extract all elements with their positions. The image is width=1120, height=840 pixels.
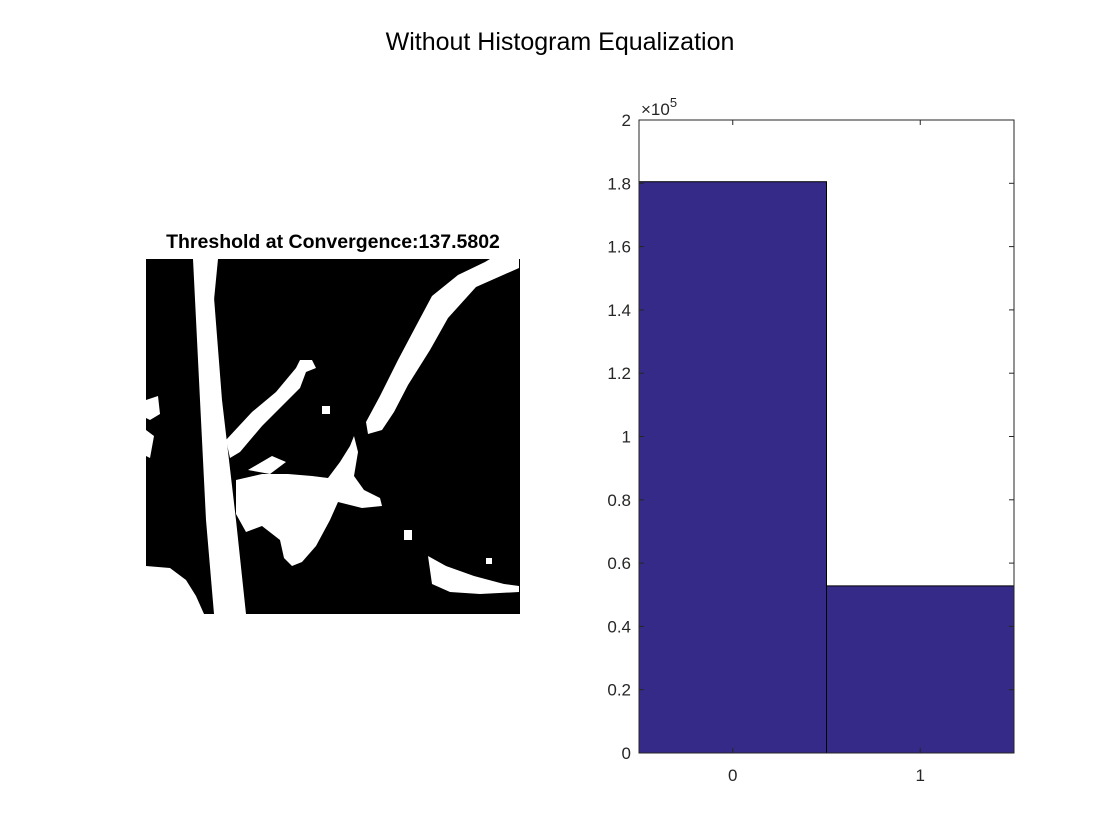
y-tick-label: 0.4 [607, 617, 631, 636]
y-tick-label: 1.6 [607, 238, 631, 257]
y-tick-label: 1.2 [607, 364, 631, 383]
y-tick-label: 1 [622, 428, 631, 447]
y-exponent-label: ×105 [641, 95, 677, 119]
image-title: Threshold at Convergence:137.5802 [166, 231, 500, 253]
white-regions [146, 259, 519, 614]
y-tick-label: 0.6 [607, 554, 631, 573]
y-tick-label: 1.4 [607, 301, 631, 320]
threshold-image [146, 259, 520, 614]
histogram-axes: 0 0.2 0.4 0.6 0.8 1 1.2 1.4 1.6 1.8 2 0 1 ×105 [607, 95, 1015, 785]
histogram-bar-0 [638, 181, 827, 754]
x-tick-label: 1 [916, 766, 925, 785]
histogram-bar-1 [826, 585, 1015, 754]
y-tick-label: 0.8 [607, 491, 631, 510]
figure-title: Without Histogram Equalization [385, 28, 735, 56]
y-tick-label: 1.8 [607, 174, 631, 193]
y-tick-label: 0 [622, 744, 631, 763]
y-tick-label: 0.2 [607, 681, 631, 700]
x-tick-label: 0 [728, 766, 737, 785]
y-tick-label: 2 [622, 111, 631, 130]
